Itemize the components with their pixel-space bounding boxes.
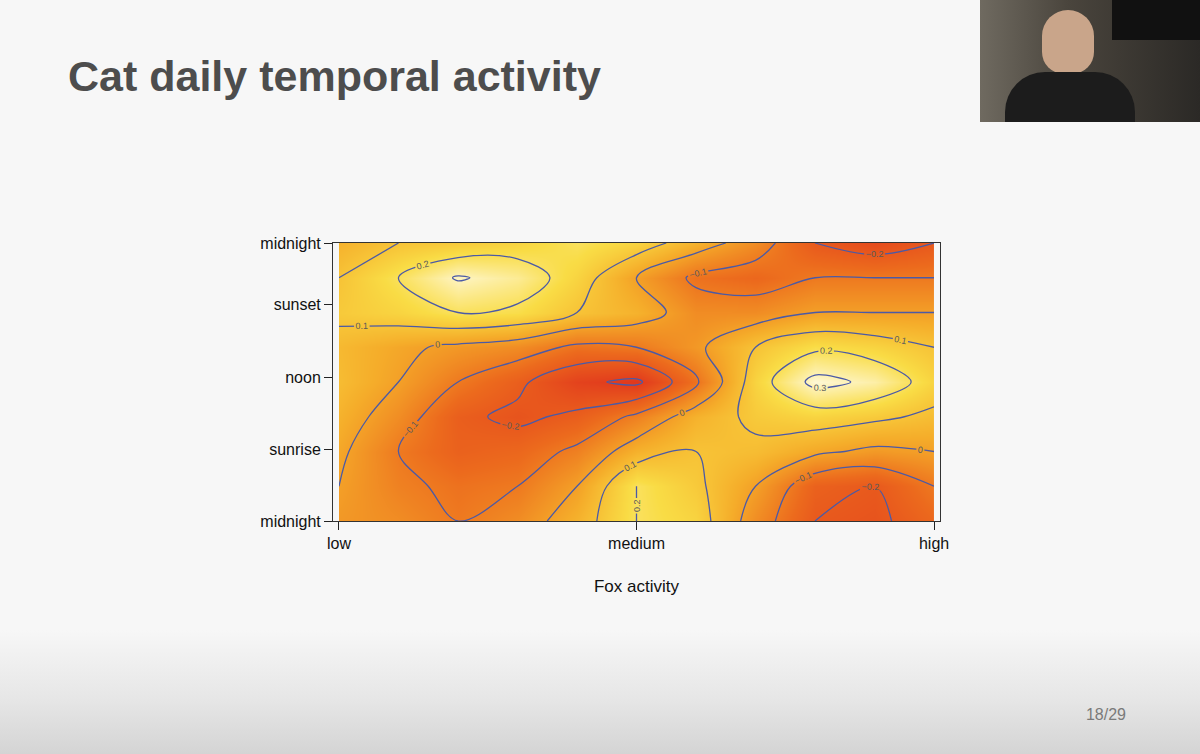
svg-text:medium: medium <box>608 535 665 552</box>
svg-text:0.3: 0.3 <box>814 383 827 393</box>
svg-text:midnight: midnight <box>260 235 321 252</box>
svg-text:0.1: 0.1 <box>622 459 638 474</box>
svg-text:−0.2: −0.2 <box>866 249 884 259</box>
svg-text:−0.2: −0.2 <box>861 482 879 492</box>
svg-text:0.2: 0.2 <box>632 500 642 513</box>
svg-text:0.2: 0.2 <box>415 259 430 272</box>
svg-text:noon: noon <box>285 369 321 386</box>
svg-text:low: low <box>327 535 351 552</box>
svg-text:0: 0 <box>917 445 923 456</box>
html-text:18/29: 18/29 <box>1086 706 1126 723</box>
svg-text:0: 0 <box>435 339 441 349</box>
svg-text:0.1: 0.1 <box>893 334 907 346</box>
svg-text:sunrise: sunrise <box>269 441 321 458</box>
svg-text:high: high <box>919 535 949 552</box>
svg-text:−0.1: −0.1 <box>401 419 420 439</box>
svg-text:0.1: 0.1 <box>356 321 369 331</box>
html-text:Cat daily temporal activity: Cat daily temporal activity <box>68 52 601 100</box>
svg-text:midnight: midnight <box>260 513 321 530</box>
svg-text:−0.1: −0.1 <box>793 470 813 486</box>
svg-text:sunset: sunset <box>274 296 322 313</box>
svg-text:Fox activity: Fox activity <box>594 577 680 596</box>
svg-text:0.2: 0.2 <box>820 346 833 356</box>
svg-text:−0.1: −0.1 <box>688 266 708 280</box>
svg-text:−0.2: −0.2 <box>501 420 520 432</box>
svg-text:0: 0 <box>678 407 686 418</box>
